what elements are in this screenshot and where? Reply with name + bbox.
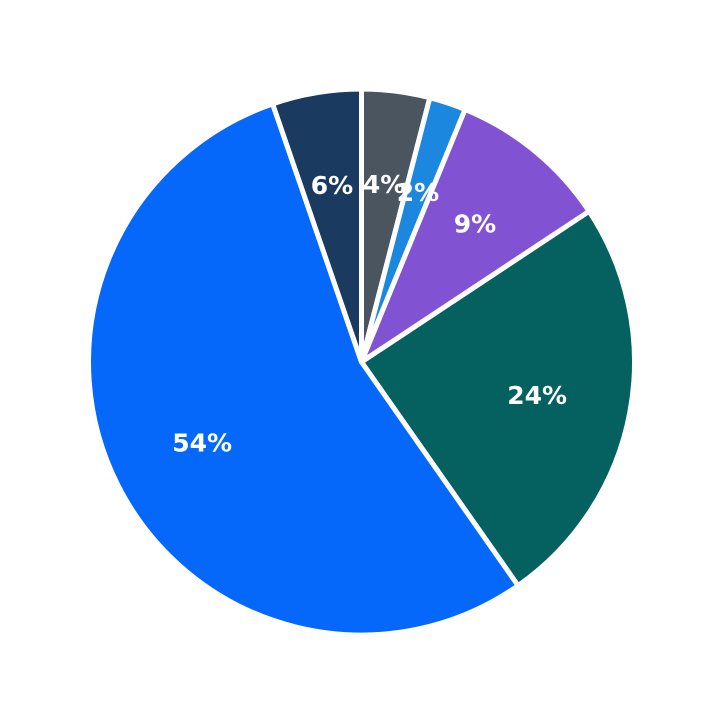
pie-slice-bright-blue [86,101,521,638]
pie-slice-purple [359,106,592,365]
slice-percent-label-bright-blue: 54% [172,429,232,458]
pie-slice-navy [270,86,364,365]
slice-percent-label-light-blue: 2% [397,178,439,207]
slice-percent-label-navy: 6% [311,171,353,200]
slice-percent-label-purple: 9% [454,209,496,238]
slice-percent-label-teal: 24% [507,381,567,410]
slice-percent-label-slate-gray: 4% [363,170,405,199]
pie-slice-teal [359,208,637,589]
